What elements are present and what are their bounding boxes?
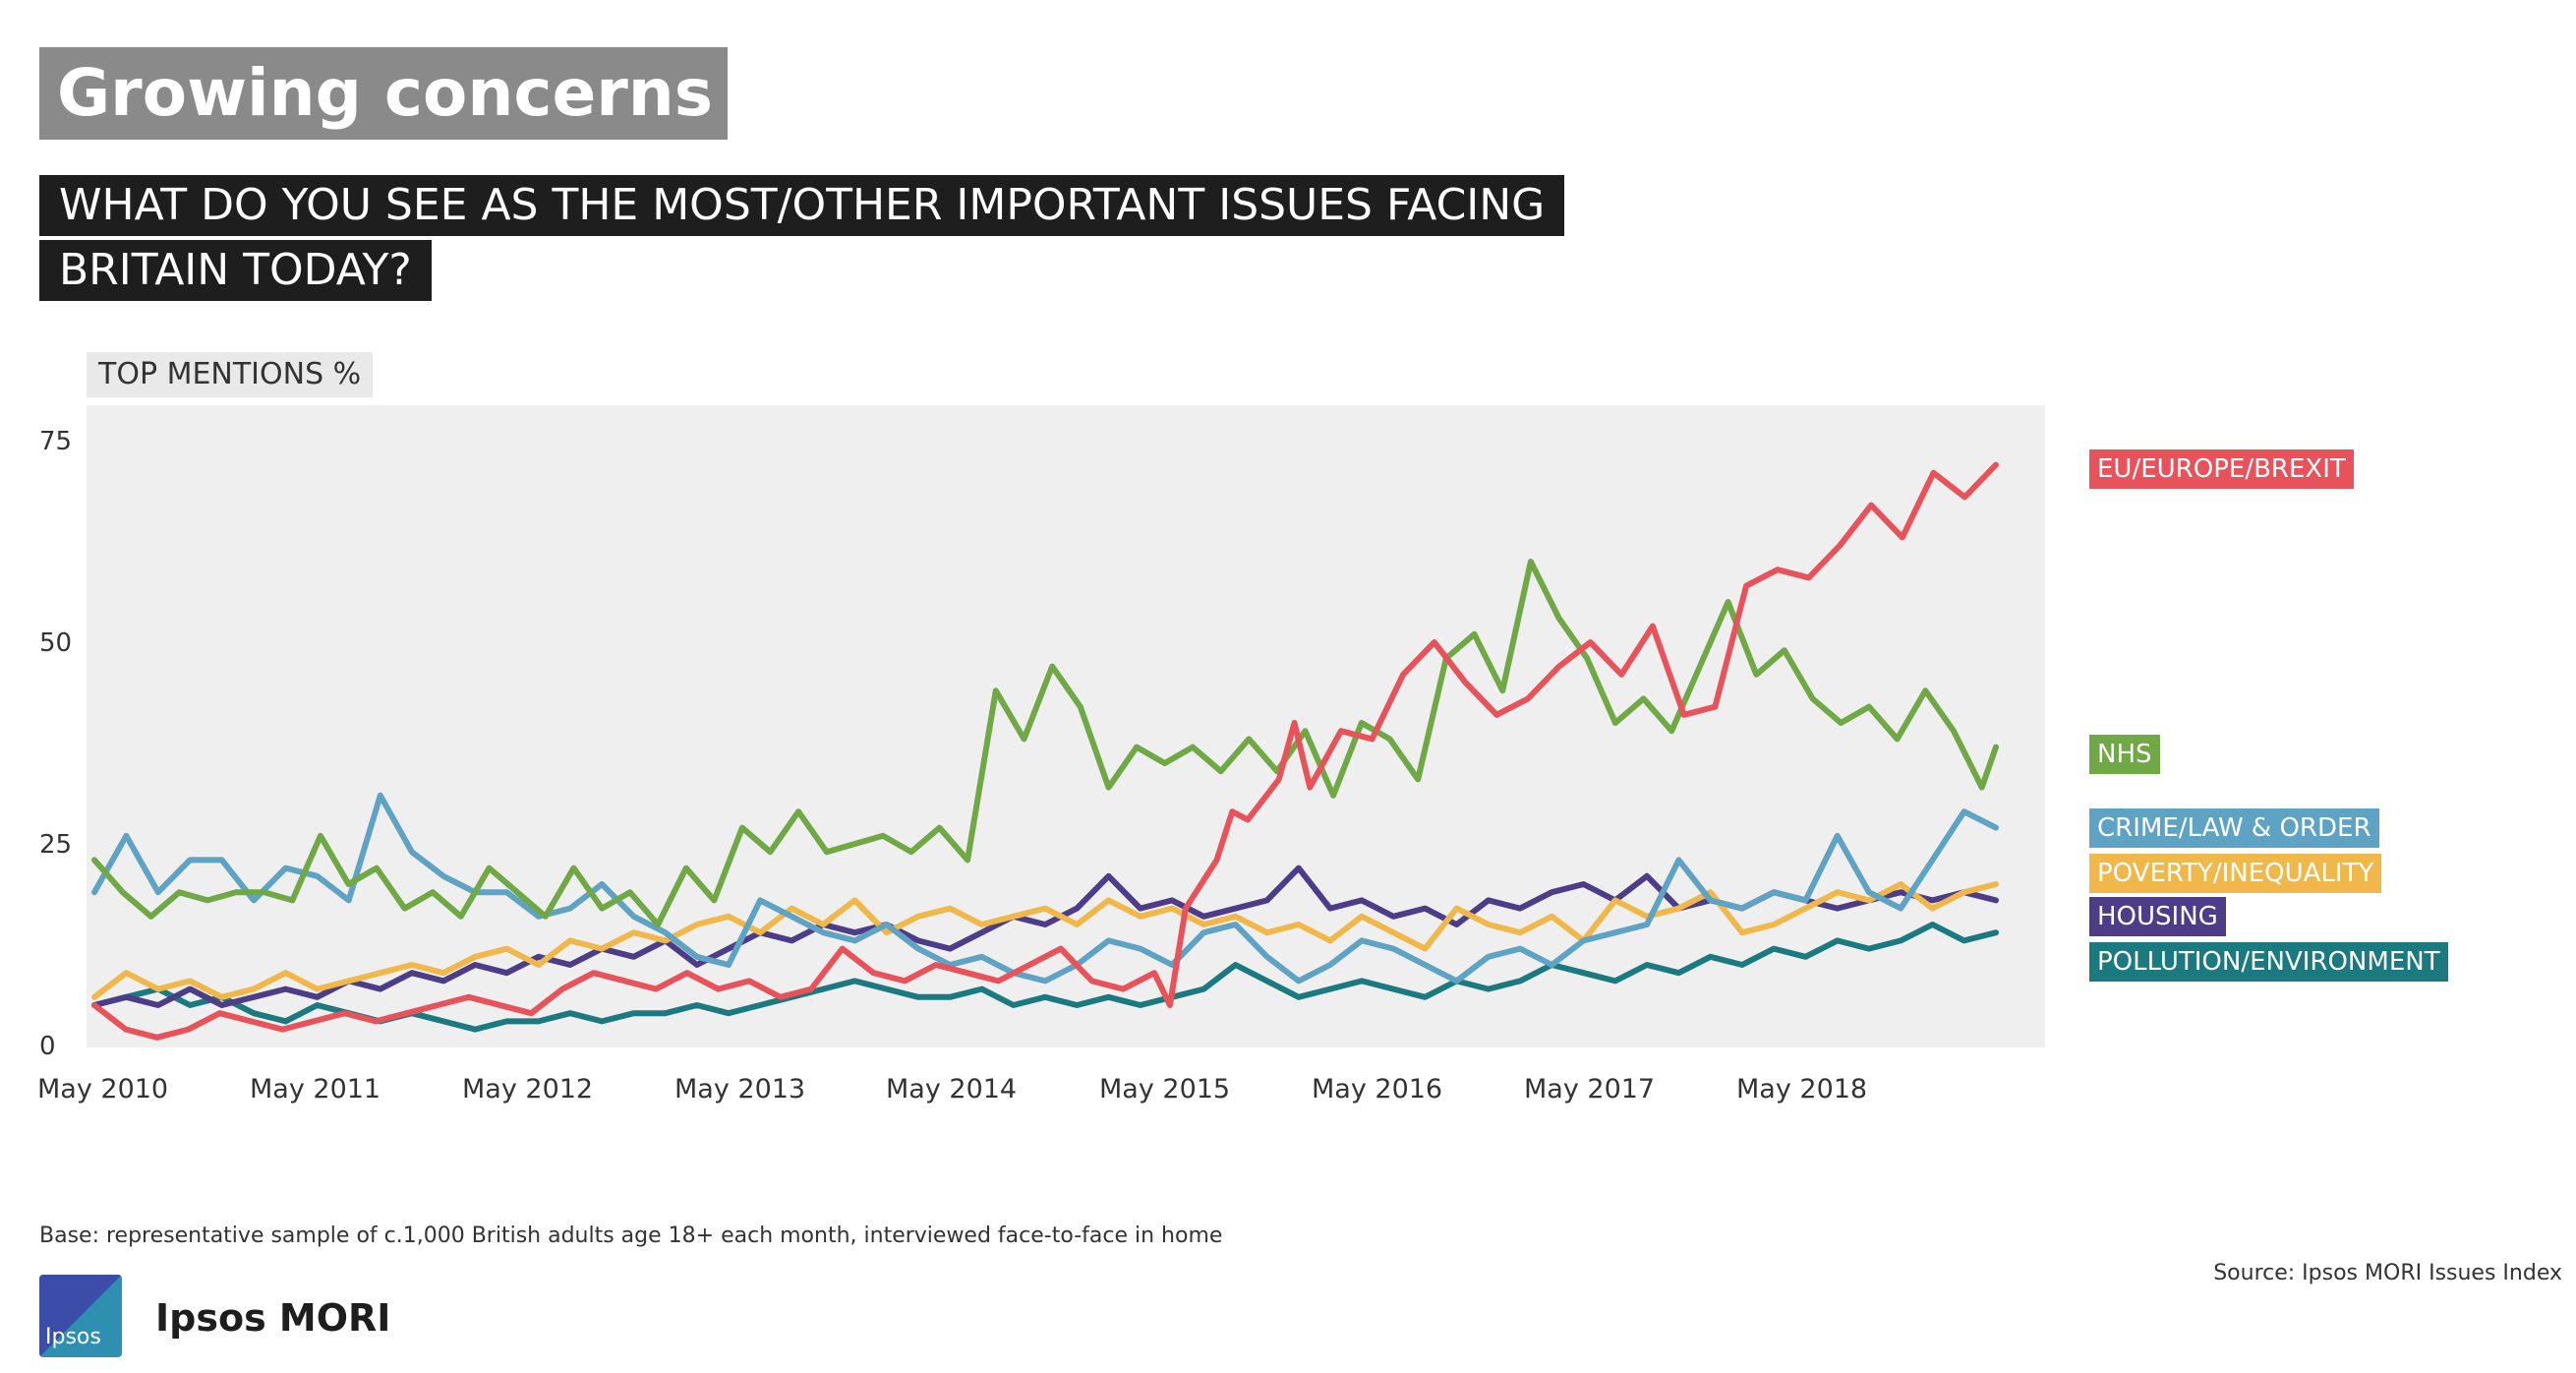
series-line-poverty-inequality [91,881,1999,1000]
x-tick-label: May 2015 [1099,1074,1230,1104]
series-line-nhs [91,559,1999,927]
series-line-eu-europe-brexit [91,461,1999,1041]
legend-item-pollution: POLLUTION/ENVIRONMENT [2089,942,2448,982]
x-tick-label: May 2016 [1312,1074,1442,1104]
y-tick-label: 0 [39,1032,56,1061]
x-tick-label: May 2014 [886,1074,1017,1104]
brand-name: Ipsos MORI [155,1296,391,1340]
x-tick-label: May 2017 [1524,1074,1655,1104]
legend-item-crime: CRIME/LAW & ORDER [2089,808,2379,848]
question-line-2: BRITAIN TODAY? [39,240,432,301]
y-tick-label: 75 [39,427,72,456]
x-tick-label: May 2010 [37,1074,168,1104]
x-tick-label: May 2012 [462,1074,593,1104]
legend-item-nhs: NHS [2089,735,2160,774]
y-axis-unit-label: TOP MENTIONS % [87,352,374,397]
legend-item-poverty: POVERTY/INEQUALITY [2089,854,2382,893]
plot-area [87,405,2045,1047]
question-line-1: WHAT DO YOU SEE AS THE MOST/OTHER IMPORT… [39,175,1565,236]
y-tick-label: 25 [39,830,72,860]
base-footnote: Base: representative sample of c.1,000 B… [39,1224,1223,1248]
x-tick-label: May 2011 [250,1074,381,1104]
page-title: Growing concerns [39,47,728,140]
logo-shape [39,1275,122,1357]
x-tick-label: May 2018 [1736,1074,1867,1104]
series-line-crime-law-order [91,792,1999,985]
x-tick-label: May 2013 [674,1074,805,1104]
survey-question: WHAT DO YOU SEE AS THE MOST/OTHER IMPORT… [39,175,1667,305]
y-tick-label: 50 [39,628,72,658]
legend-item-brexit: EU/EUROPE/BREXIT [2089,449,2354,489]
legend-item-housing: HOUSING [2089,897,2226,936]
source-note: Source: Ipsos MORI Issues Index [2213,1261,2562,1285]
logo-text: Ipsos [45,1325,101,1349]
ipsos-logo: Ipsos [39,1275,122,1357]
